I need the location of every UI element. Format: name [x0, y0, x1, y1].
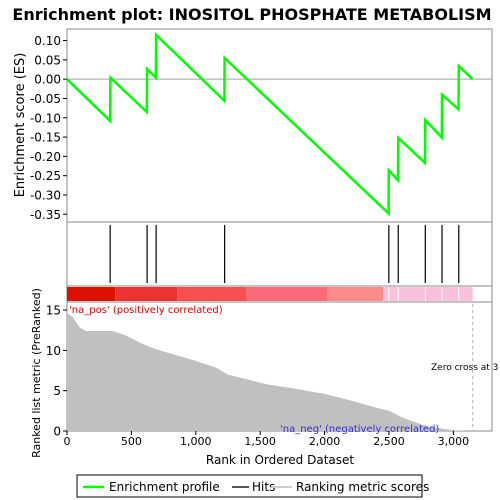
legend: Enrichment profile Hits Ranking metric s… — [76, 474, 429, 498]
x-tick-label: 1,500 — [244, 435, 276, 448]
colorbar-segment — [383, 287, 473, 301]
es-y-tick-label: -0.35 — [30, 208, 61, 222]
es-y-tick-label: 0.00 — [34, 73, 61, 87]
metric-y-tick-label: 5 — [53, 384, 61, 398]
positive-correlation-label: 'na_pos' (positively correlated) — [69, 305, 223, 316]
x-axis-label: Rank in Ordered Dataset — [206, 453, 354, 467]
es-y-tick-label: -0.25 — [30, 169, 61, 183]
hits-panel — [66, 221, 493, 287]
metric-y-tick-label: 10 — [46, 344, 61, 358]
x-tick-label: 1,000 — [180, 435, 212, 448]
x-tick-label: 2,000 — [309, 435, 341, 448]
x-tick-label: 3,000 — [438, 435, 470, 448]
es-y-tick-label: -0.20 — [30, 150, 61, 164]
x-tick-label: 2,500 — [373, 435, 405, 448]
metric-y-axis-label: Ranked list metric (PreRanked) — [30, 288, 43, 458]
colorbar-segment — [177, 287, 247, 301]
es-y-tick-label: 0.10 — [34, 34, 61, 48]
x-tick-label: 0 — [64, 435, 71, 448]
colorbar-segment — [327, 287, 384, 301]
es-y-tick-label: -0.15 — [30, 131, 61, 145]
ranking-metric-area — [67, 313, 473, 431]
metric-panel: Zero cross at 3 'na_pos' (positively corr… — [46, 301, 498, 448]
es-y-tick-label: 0.05 — [34, 53, 61, 67]
zero-cross-label: Zero cross at 3 — [431, 363, 498, 373]
es-panel: 0.10 0.05 0.00 -0.05 -0.10 -0.15 -0.20 -0.25 -0.… — [30, 28, 493, 223]
legend-label-enrichment: Enrichment profile — [109, 480, 220, 494]
enrichment-profile-line — [66, 31, 474, 217]
negative-correlation-label: 'na_neg' (negatively correlated) — [280, 424, 439, 435]
es-y-axis-label: Enrichment score (ES) — [13, 53, 28, 198]
legend-label-hits: Hits — [252, 480, 275, 494]
colorbar-panel — [66, 285, 493, 303]
colorbar-segment — [67, 287, 116, 301]
es-y-tick-label: -0.30 — [30, 188, 61, 202]
legend-box — [76, 474, 423, 498]
chart-title: Enrichment plot: INOSITOL PHOSPHATE META… — [12, 5, 491, 24]
legend-label-ranking: Ranking metric scores — [296, 480, 429, 494]
metric-y-tick-label: 15 — [46, 304, 61, 318]
colorbar-segment — [115, 287, 178, 301]
hits-plot-area — [66, 221, 493, 287]
es-y-tick-label: -0.10 — [30, 111, 61, 125]
x-tick-label: 500 — [121, 435, 142, 448]
es-y-tick-label: -0.05 — [30, 92, 61, 106]
colorbar-segment — [246, 287, 328, 301]
metric-y-tick-label: 0 — [53, 425, 61, 439]
es-plot-area — [66, 28, 493, 223]
